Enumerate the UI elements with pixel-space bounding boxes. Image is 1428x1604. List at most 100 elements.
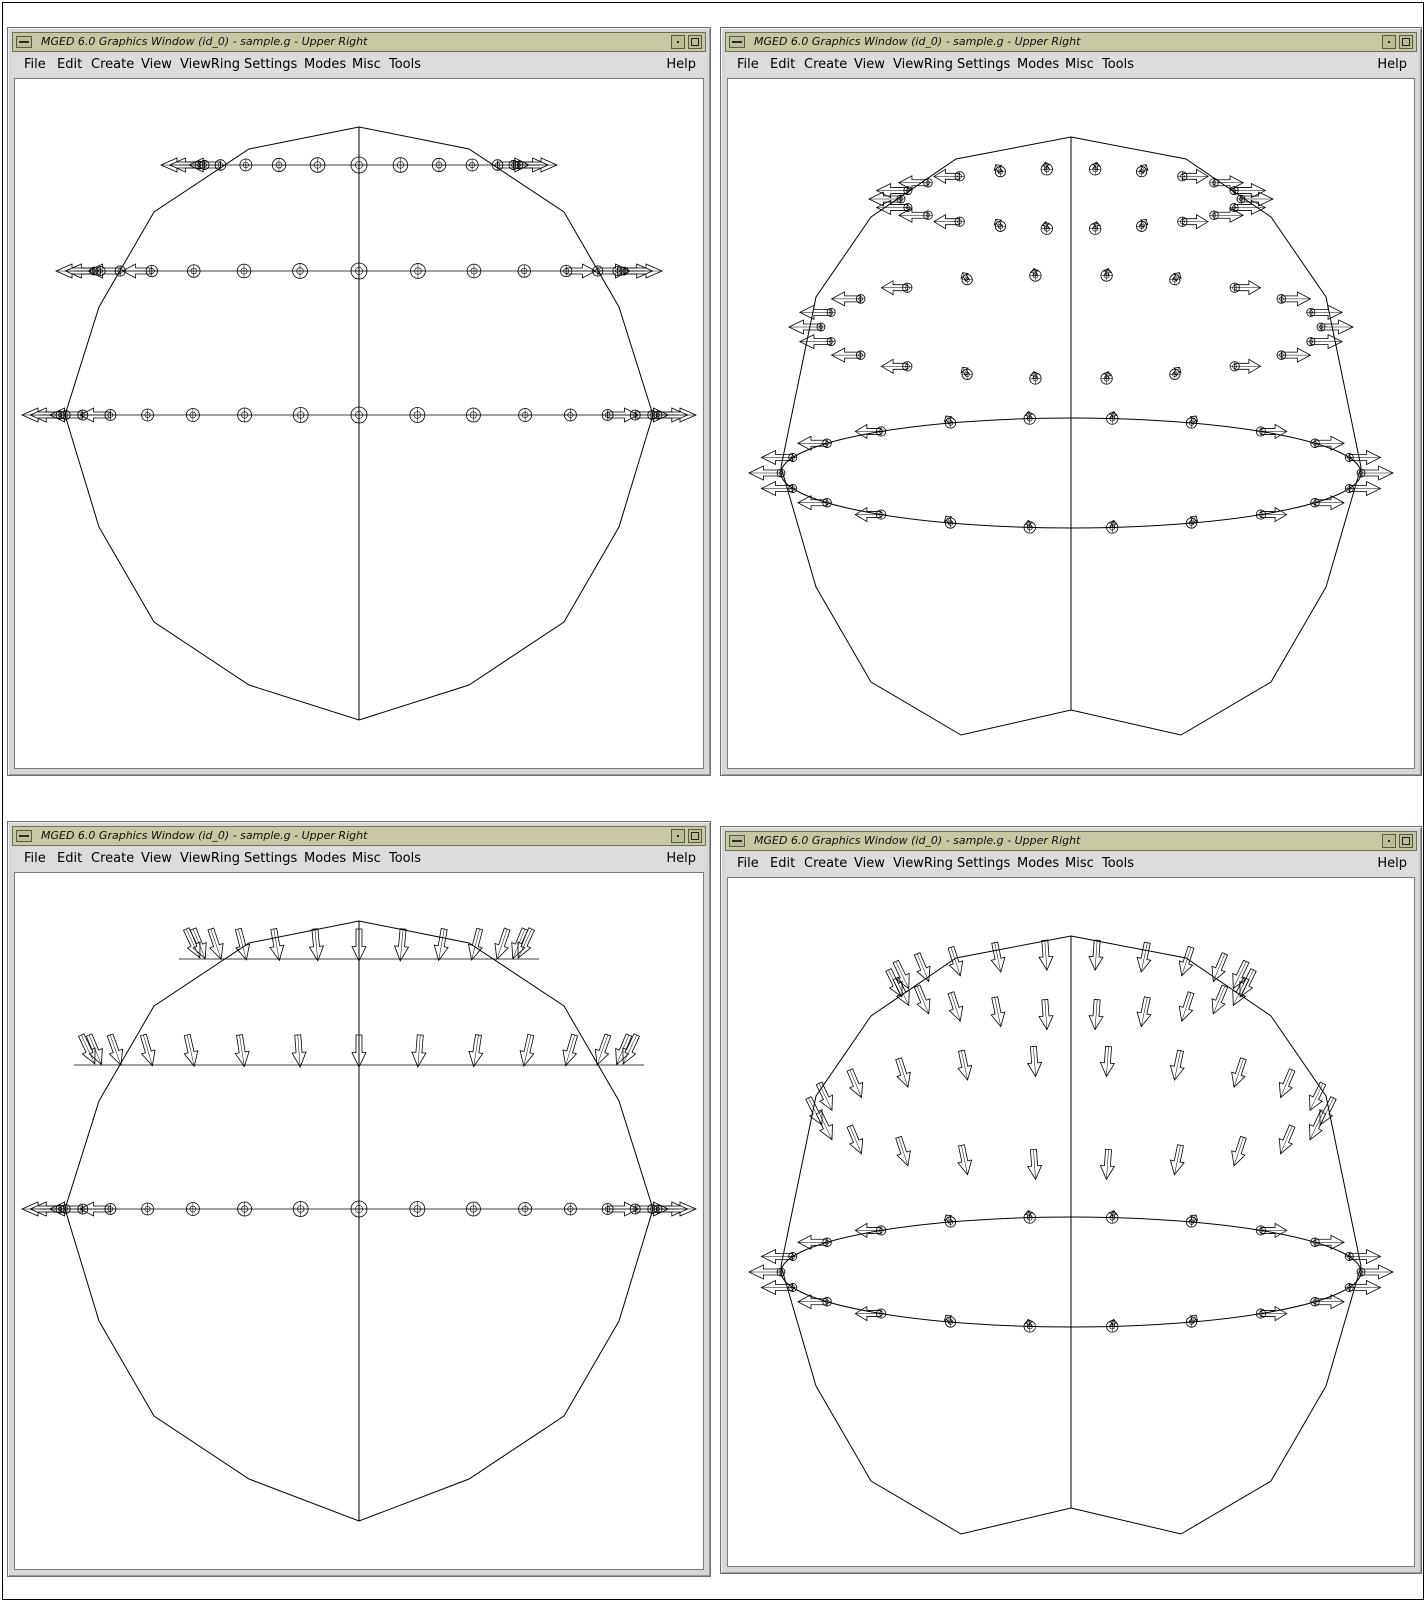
minimize-icon[interactable]: [671, 35, 685, 49]
normal-arrow: [519, 1033, 535, 1068]
menu-misc[interactable]: Misc: [352, 57, 381, 72]
normal-arrow: [846, 1124, 864, 1155]
normal-arrow: [797, 1294, 828, 1310]
menu-modes[interactable]: Modes: [1017, 57, 1060, 72]
menu-misc[interactable]: Misc: [352, 851, 381, 866]
normal-arrow: [1320, 319, 1354, 335]
graphics-canvas[interactable]: [727, 78, 1415, 769]
menu-misc[interactable]: Misc: [1065, 856, 1094, 871]
menu-create[interactable]: Create: [91, 57, 135, 72]
title-bar[interactable]: MGED 6.0 Graphics Window (id_0) - sample…: [725, 32, 1417, 52]
menu-file[interactable]: File: [24, 851, 46, 866]
menu-edit[interactable]: Edit: [770, 57, 796, 72]
menu-modes[interactable]: Modes: [304, 57, 347, 72]
minimize-icon[interactable]: [1382, 35, 1396, 49]
normal-arrow: [623, 263, 663, 279]
menu-settings[interactable]: Settings: [244, 851, 298, 866]
maximize-icon[interactable]: [1399, 834, 1413, 848]
normal-arrow: [657, 1201, 697, 1217]
system-menu-icon[interactable]: [729, 36, 745, 48]
menu-modes[interactable]: Modes: [1017, 856, 1060, 871]
normal-arrow: [183, 1033, 199, 1068]
menu-help[interactable]: Help: [1377, 57, 1407, 72]
normal-arrow: [1108, 1210, 1118, 1219]
normal-arrow: [1024, 1318, 1034, 1328]
system-menu-icon[interactable]: [16, 36, 32, 48]
maximize-icon[interactable]: [688, 829, 702, 843]
title-bar[interactable]: MGED 6.0 Graphics Window (id_0) - sample…: [12, 826, 706, 846]
normal-arrow: [1278, 1124, 1296, 1155]
menu-settings[interactable]: Settings: [957, 856, 1011, 871]
menu-tools[interactable]: Tools: [1102, 57, 1135, 72]
menu-file[interactable]: File: [24, 57, 46, 72]
menu-viewring[interactable]: ViewRing: [893, 856, 953, 871]
normal-arrow: [895, 1135, 911, 1167]
menu-viewring[interactable]: ViewRing: [180, 851, 240, 866]
normal-arrow: [830, 347, 862, 363]
normal-arrow: [433, 928, 449, 962]
normal-arrow: [518, 157, 558, 173]
menu-view[interactable]: View: [854, 856, 885, 871]
normal-arrow: [943, 415, 953, 425]
normal-arrow: [308, 928, 325, 962]
normal-arrow: [1260, 506, 1288, 523]
normal-arrow: [79, 407, 111, 423]
normal-arrow: [1233, 182, 1267, 199]
menu-viewring[interactable]: ViewRing: [180, 57, 240, 72]
menu-edit[interactable]: Edit: [57, 57, 83, 72]
normal-arrow: [880, 358, 908, 375]
menu-viewring[interactable]: ViewRing: [893, 57, 953, 72]
menu-edit[interactable]: Edit: [57, 851, 83, 866]
menu-edit[interactable]: Edit: [770, 856, 796, 871]
menu-help[interactable]: Help: [1377, 856, 1407, 871]
menu-file[interactable]: File: [737, 57, 759, 72]
menu-create[interactable]: Create: [804, 856, 848, 871]
menu-tools[interactable]: Tools: [389, 851, 422, 866]
normal-arrow: [1172, 366, 1182, 376]
normal-arrow: [1024, 1210, 1034, 1219]
normal-arrow: [1026, 1148, 1043, 1181]
menu-misc[interactable]: Misc: [1065, 57, 1094, 72]
normal-arrow: [760, 449, 794, 466]
normal-arrow: [1178, 991, 1195, 1023]
minimize-icon[interactable]: [671, 829, 685, 843]
maximize-icon[interactable]: [688, 35, 702, 49]
normal-arrow: [1108, 411, 1118, 420]
normal-arrow: [933, 213, 961, 230]
menu-tools[interactable]: Tools: [1102, 856, 1135, 871]
normal-arrow: [1231, 1057, 1247, 1089]
title-bar[interactable]: MGED 6.0 Graphics Window (id_0) - sample…: [725, 831, 1417, 851]
system-menu-icon[interactable]: [16, 830, 32, 842]
menu-help[interactable]: Help: [666, 851, 696, 866]
normal-arrow: [269, 928, 285, 962]
menu-file[interactable]: File: [737, 856, 759, 871]
menu-view[interactable]: View: [141, 57, 172, 72]
normal-arrow: [760, 1279, 794, 1296]
normal-arrow: [854, 506, 882, 523]
system-menu-icon[interactable]: [729, 835, 745, 847]
graphics-canvas[interactable]: [14, 78, 704, 769]
minimize-icon[interactable]: [1382, 834, 1396, 848]
normal-arrow: [1319, 1096, 1337, 1126]
menu-settings[interactable]: Settings: [244, 57, 298, 72]
normal-arrow: [1260, 423, 1288, 440]
normal-arrow: [760, 480, 794, 497]
normal-arrow: [993, 218, 1003, 228]
normal-arrow: [351, 928, 367, 962]
menu-view[interactable]: View: [141, 851, 172, 866]
maximize-icon[interactable]: [1399, 35, 1413, 49]
menu-view[interactable]: View: [854, 57, 885, 72]
menu-tools[interactable]: Tools: [389, 57, 422, 72]
menu-create[interactable]: Create: [804, 57, 848, 72]
normal-arrow: [1348, 480, 1382, 497]
graphics-canvas[interactable]: [727, 877, 1415, 1567]
menu-modes[interactable]: Modes: [304, 851, 347, 866]
normal-arrow: [1088, 999, 1104, 1031]
menu-create[interactable]: Create: [91, 851, 135, 866]
menu-help[interactable]: Help: [666, 57, 696, 72]
menu-settings[interactable]: Settings: [957, 57, 1011, 72]
normal-arrow: [1231, 1135, 1247, 1167]
normal-arrow: [1024, 519, 1034, 529]
title-bar[interactable]: MGED 6.0 Graphics Window (id_0) - sample…: [12, 32, 706, 52]
graphics-canvas[interactable]: [14, 872, 704, 1570]
